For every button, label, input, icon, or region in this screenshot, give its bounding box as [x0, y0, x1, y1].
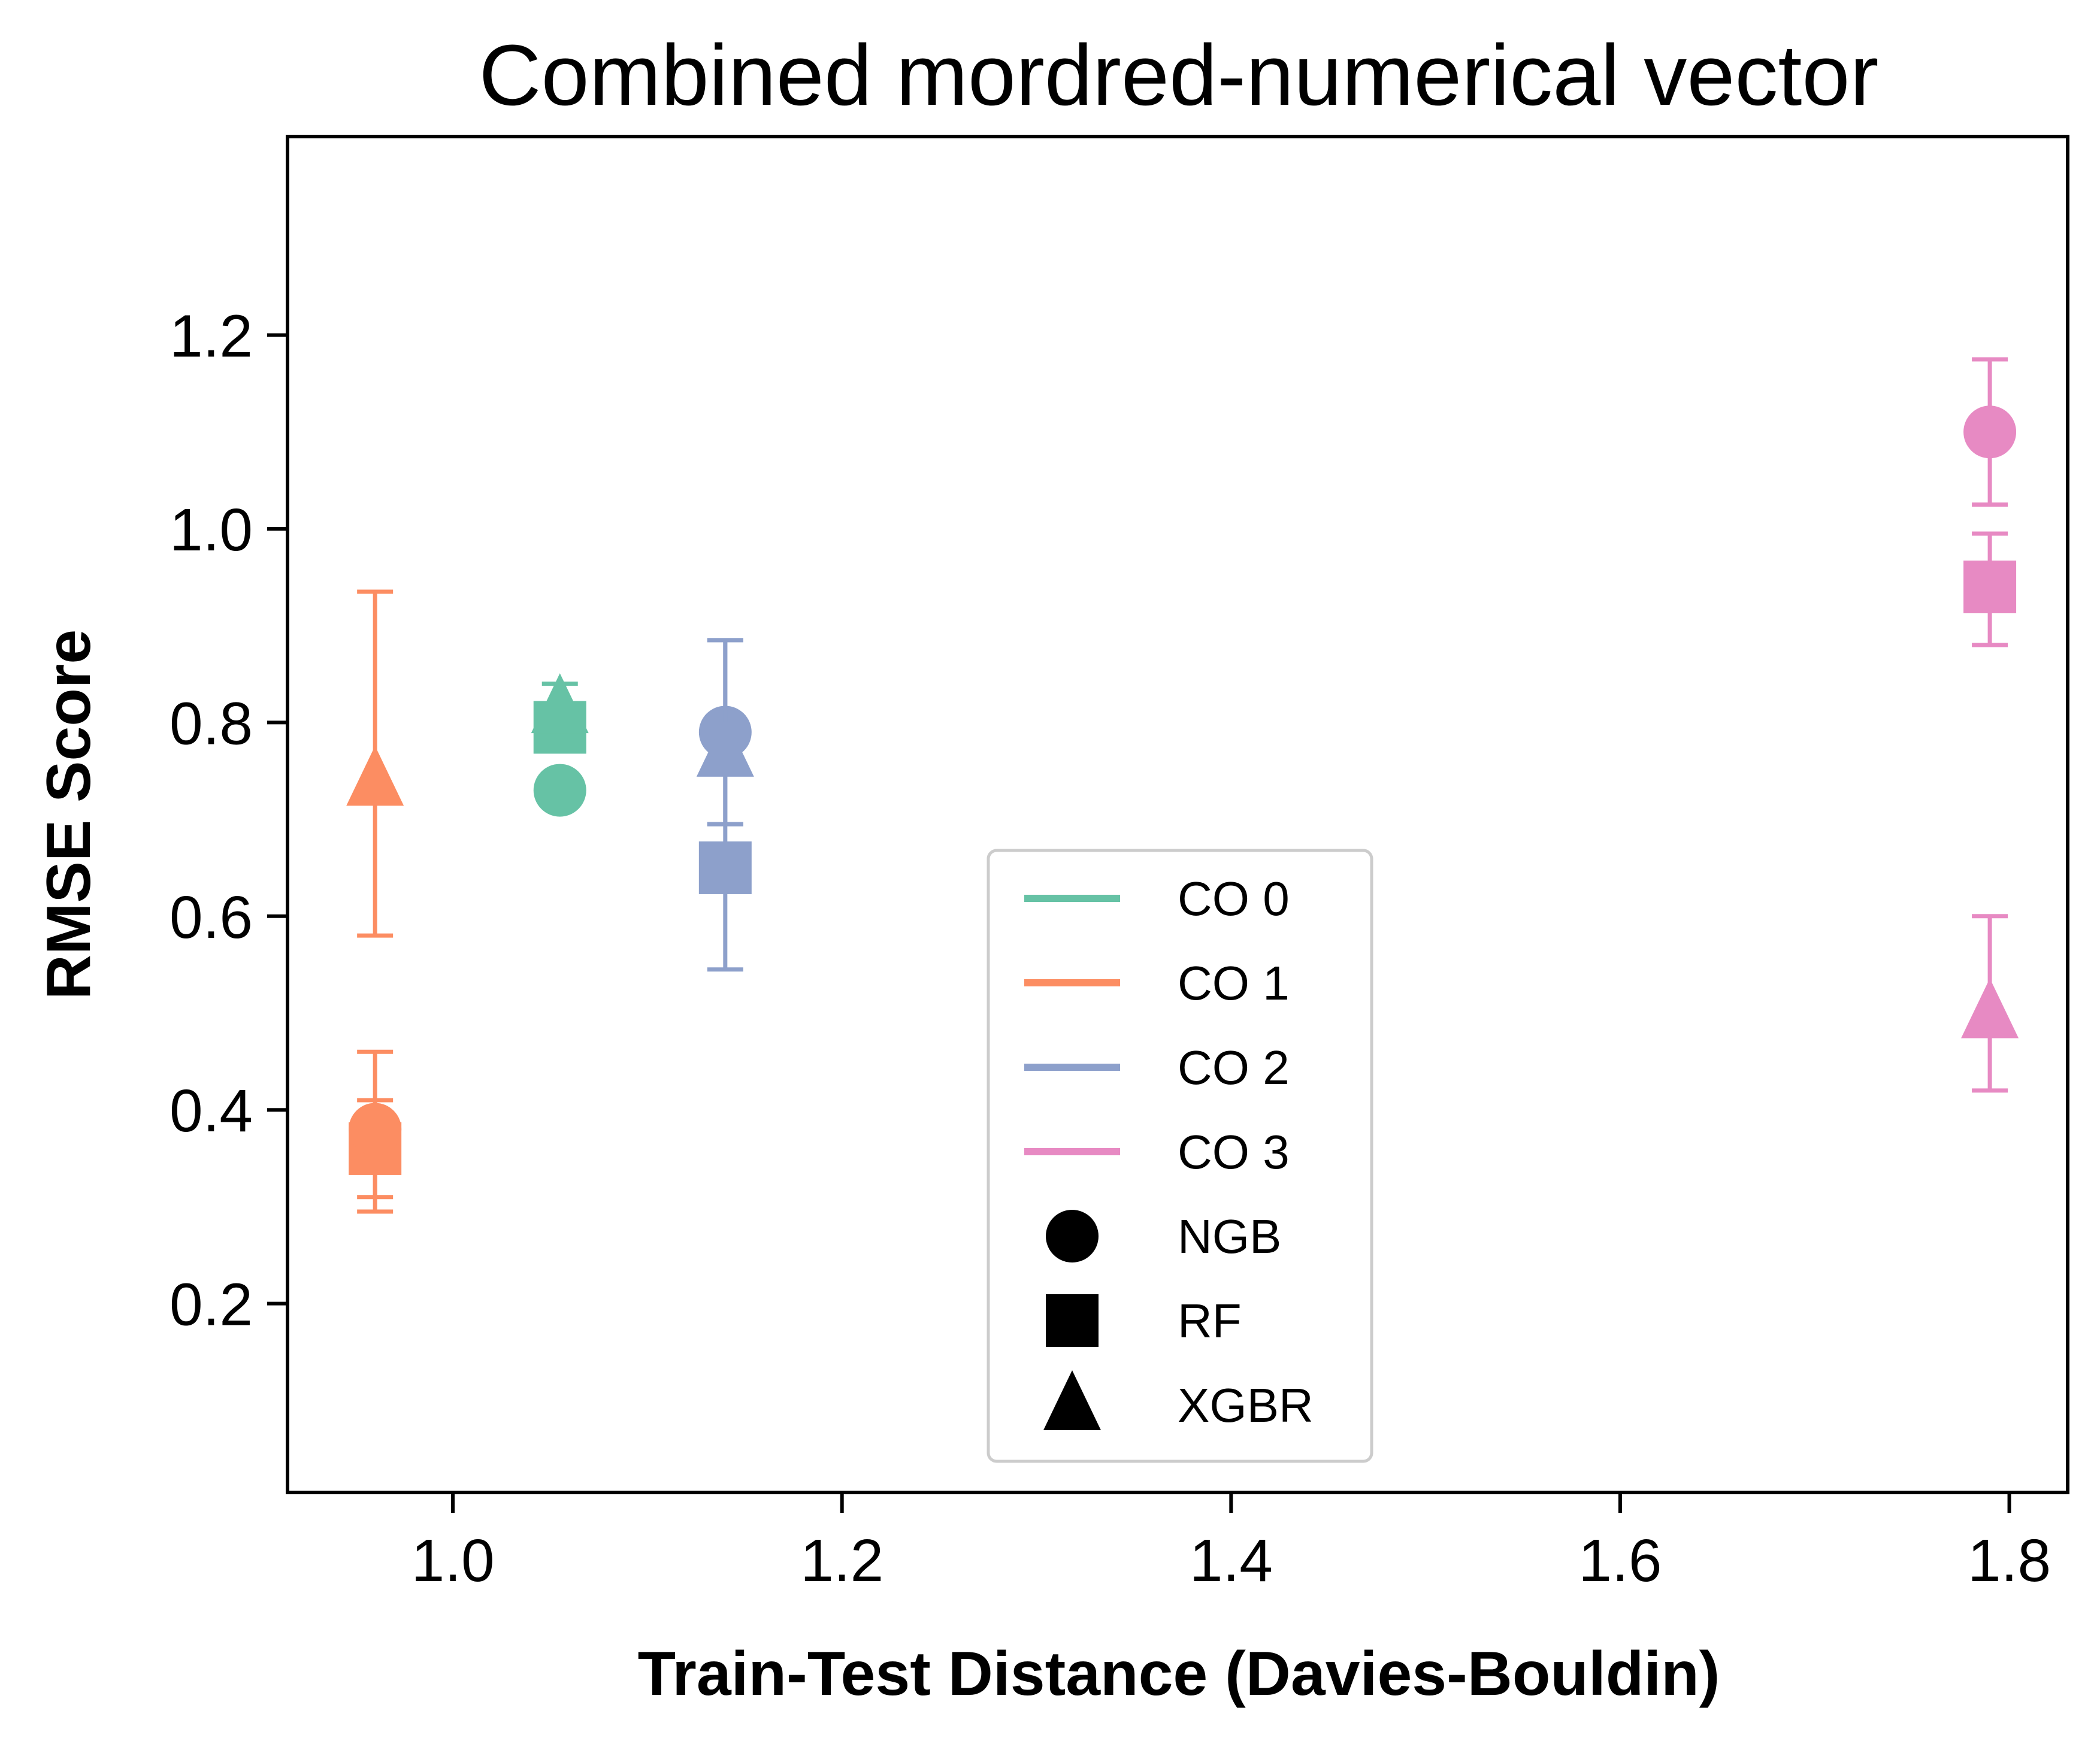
x-tick-label: 1.6: [1578, 1527, 1662, 1594]
point-co-3-ngb: [1963, 357, 2017, 507]
legend-label: NGB: [1178, 1210, 1281, 1263]
y-tick-label: 0.2: [170, 1271, 253, 1339]
legend-entry: CO 1: [1024, 956, 1290, 1010]
legend-entry: CO 0: [1024, 872, 1290, 925]
marker-co-2-xgbr: [696, 716, 754, 777]
x-tick-label: 1.4: [1190, 1527, 1273, 1594]
legend-marker: [1046, 1210, 1099, 1262]
x-tick-label: 1.8: [1968, 1527, 2051, 1594]
x-axis: 1.0 1.2 1.4 1.6 1.8: [411, 1492, 2051, 1594]
x-axis-label: Train-Test Distance (Davies-Bouldin): [638, 1639, 1720, 1709]
point-co-0-xgbr: [531, 673, 589, 734]
x-tick-label: 1.0: [411, 1527, 495, 1594]
marker-co-0-ngb: [533, 764, 586, 817]
y-tick-label: 0.8: [170, 690, 253, 757]
point-co-0-ngb: [533, 764, 586, 817]
y-axis-label: RMSE Score: [34, 629, 104, 1000]
marker-co-3-rf: [1963, 560, 2017, 613]
legend-label: CO 3: [1178, 1125, 1290, 1179]
legend-entry: CO 2: [1024, 1041, 1290, 1094]
marker-co-1-ngb: [349, 1103, 402, 1156]
plot-frame: [286, 135, 2069, 1494]
legend-entry: CO 3: [1024, 1125, 1290, 1179]
y-tick-label: 1.0: [170, 496, 253, 564]
marker-co-2-rf: [698, 841, 752, 894]
y-axis: 0.2 0.4 0.6 0.8 1.0 1.2: [170, 303, 288, 1339]
legend-entry: RF: [1046, 1294, 1242, 1348]
point-co-2-xgbr: [696, 638, 754, 826]
y-tick-label: 0.6: [170, 884, 253, 951]
legend-label: CO 1: [1178, 956, 1290, 1010]
data-points: [346, 357, 2019, 1214]
legend-marker: [1043, 1370, 1101, 1430]
legend-label: XGBR: [1178, 1379, 1314, 1432]
y-tick-label: 1.2: [170, 303, 253, 370]
point-co-3-xgbr: [1961, 914, 2019, 1093]
marker-co-3-ngb: [1963, 405, 2017, 459]
point-co-1-xgbr: [346, 589, 404, 938]
point-co-2-rf: [698, 822, 752, 972]
legend-label: CO 2: [1178, 1041, 1290, 1094]
legend-label: RF: [1178, 1294, 1242, 1348]
marker-co-0-xgbr: [531, 673, 589, 734]
marker-co-1-xgbr: [346, 746, 404, 806]
marker-co-3-xgbr: [1961, 978, 2019, 1038]
legend-entry: XGBR: [1043, 1370, 1314, 1432]
x-tick-label: 1.2: [800, 1527, 883, 1594]
legend-label: CO 0: [1178, 872, 1290, 925]
legend: CO 0 CO 1 CO 2 CO 3 NGB RF XGBR: [987, 849, 1373, 1463]
point-co-1-ngb: [349, 1049, 402, 1200]
point-co-3-rf: [1963, 531, 2017, 647]
y-tick-label: 0.4: [170, 1077, 253, 1144]
legend-entry: NGB: [1046, 1210, 1281, 1263]
chart-title: Combined mordred-numerical vector: [479, 27, 1879, 123]
legend-marker: [1046, 1294, 1099, 1347]
